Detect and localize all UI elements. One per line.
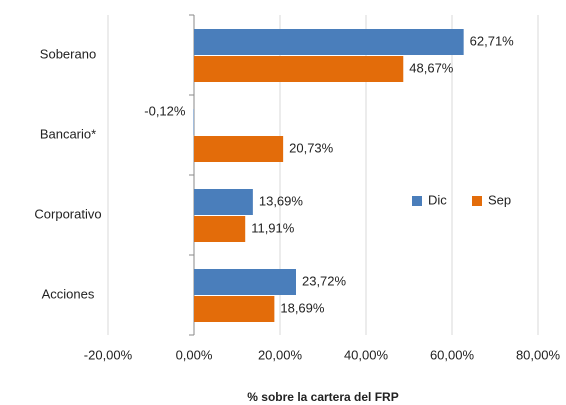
value-label: 20,73% <box>289 140 334 155</box>
x-tick-label: 60,00% <box>430 347 475 362</box>
bar <box>194 216 246 242</box>
y-tick-label: Bancario* <box>40 126 96 141</box>
legend-label: Dic <box>428 192 447 207</box>
x-tick-label: 20,00% <box>258 347 303 362</box>
value-label: 48,67% <box>409 60 454 75</box>
x-tick-label: 40,00% <box>344 347 389 362</box>
bar <box>194 56 404 82</box>
x-tick-label: 0,00% <box>176 347 213 362</box>
bar <box>194 296 275 322</box>
x-tick-label: -20,00% <box>84 347 133 362</box>
legend-label: Sep <box>488 192 511 207</box>
y-tick-label: Soberano <box>40 46 96 61</box>
bar <box>194 269 296 295</box>
legend-swatch <box>472 196 482 206</box>
value-label: 18,69% <box>280 300 325 315</box>
bar <box>194 136 284 162</box>
x-axis-title: % sobre la cartera del FRP <box>247 390 398 404</box>
value-label: 13,69% <box>259 193 304 208</box>
y-tick-label: Corporativo <box>34 206 101 221</box>
x-tick-label: 80,00% <box>516 347 561 362</box>
legend-swatch <box>412 196 422 206</box>
value-label: 11,91% <box>251 220 295 235</box>
bar <box>193 109 194 135</box>
bar <box>194 189 253 215</box>
value-label: 62,71% <box>470 33 515 48</box>
value-label: -0,12% <box>144 103 186 118</box>
value-label: 23,72% <box>302 273 347 288</box>
bar <box>194 29 464 55</box>
y-tick-label: Acciones <box>42 286 95 301</box>
